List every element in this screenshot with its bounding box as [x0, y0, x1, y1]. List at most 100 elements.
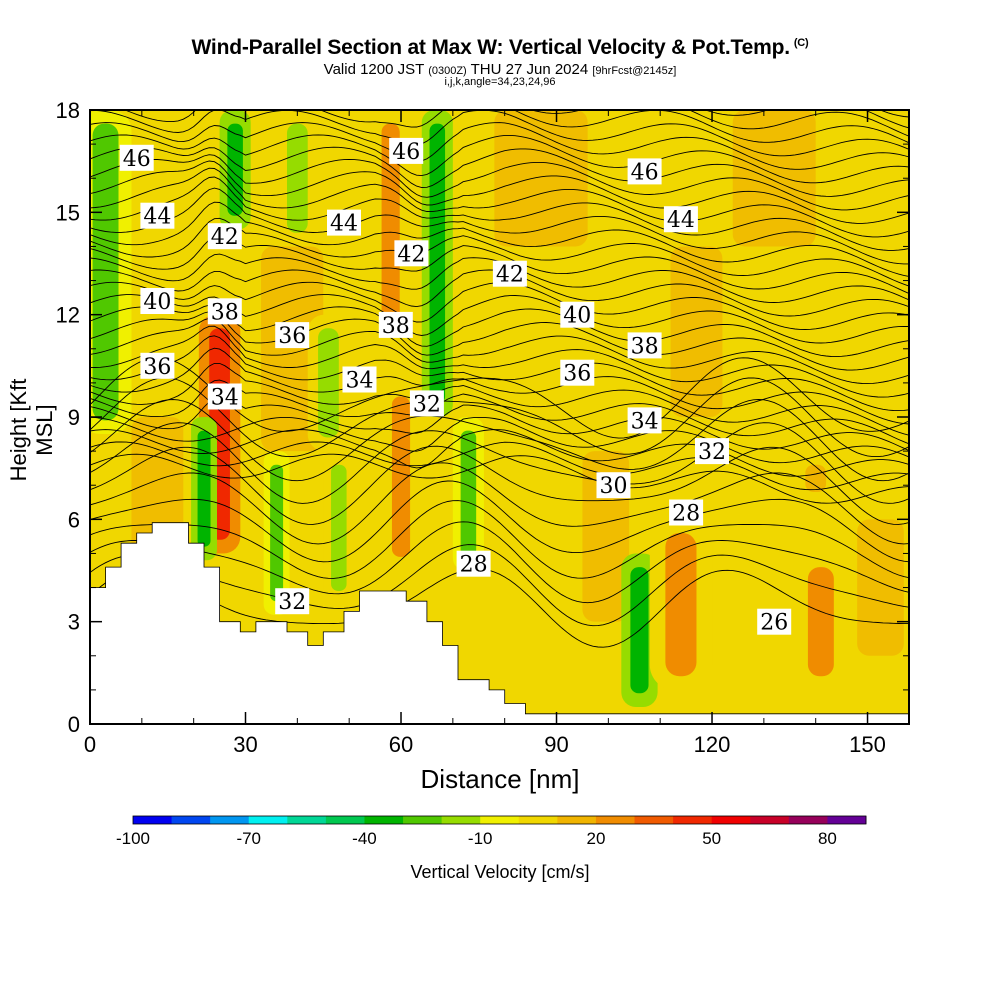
- w-column-core: [197, 430, 211, 547]
- contour-label-36: 36: [275, 322, 310, 349]
- contour-label-40: 40: [140, 288, 175, 315]
- contour-label-box: [207, 223, 242, 250]
- isentrope: [90, 167, 909, 238]
- colorbar-label: Vertical Velocity [cm/s]: [410, 862, 590, 882]
- contour-label-box: [627, 332, 662, 359]
- contour-label-box: [663, 206, 698, 233]
- terrain-mask: [90, 522, 909, 724]
- contour-label-box: [560, 301, 595, 328]
- contour-label-text: 36: [563, 362, 591, 387]
- contour-label-32: 32: [409, 390, 444, 417]
- contour-label-box: [207, 298, 242, 325]
- isentrope: [90, 335, 909, 412]
- contour-label-40: 40: [560, 301, 595, 329]
- contour-label-34: 34: [342, 366, 377, 394]
- contour-label-32: 32: [695, 438, 729, 465]
- isentrope: [90, 445, 909, 525]
- w-column-core: [270, 464, 284, 602]
- contour-label-box: [140, 288, 175, 314]
- isentrope: [90, 187, 909, 265]
- w-column-core: [331, 464, 347, 591]
- contour-label-box: [492, 260, 527, 287]
- y-axis-label: Height [Kft MSL]: [6, 378, 57, 482]
- contour-label-box: [378, 311, 413, 338]
- y-tick-label: 18: [56, 98, 80, 123]
- w-column-core: [460, 430, 477, 557]
- contour-label-box: [695, 438, 729, 465]
- contour-label-text: 46: [631, 160, 659, 185]
- w-column-halo: [805, 464, 827, 493]
- isentrope: [90, 325, 909, 398]
- colorbar-swatch: [210, 816, 250, 824]
- isentrope: [90, 134, 909, 184]
- isentrope: [90, 29, 909, 104]
- colorbar-frame: [132, 815, 867, 825]
- contour-label-42: 42: [492, 260, 527, 288]
- isentrope: [90, 568, 909, 648]
- isentrope: [878, 110, 909, 118]
- x-tick-label: 60: [389, 732, 413, 757]
- contour-label-text: 42: [397, 242, 425, 267]
- chart-subtitle: Valid 1200 JST (0300Z) THU 27 Jun 2024 […: [323, 61, 677, 78]
- contour-label-text: 42: [211, 225, 239, 250]
- isentrope: [90, 362, 909, 436]
- contour-label-text: 26: [760, 611, 788, 636]
- contour-label-box: [207, 383, 242, 410]
- contour-label-box: [342, 366, 377, 393]
- contour-labels: 26 28 28 30 32 32 32 34 34 34 36 36 36 38 38 38 40 40 42 42…: [119, 137, 792, 636]
- isentrope: [90, 347, 909, 425]
- isentrope: [90, 379, 909, 445]
- w-field-mild-ascent: [670, 246, 723, 417]
- contour-label-box: [757, 608, 792, 635]
- contour-label-text: 38: [211, 300, 239, 325]
- contour-label-text: 42: [496, 263, 524, 288]
- contour-label-38: 38: [378, 311, 413, 339]
- isentrope: [90, 110, 909, 157]
- isentrope: [90, 217, 909, 287]
- colorbar-swatch: [325, 816, 365, 824]
- contour-label-text: 34: [211, 386, 239, 411]
- contour-label-text: 44: [330, 212, 358, 237]
- w-column-core: [92, 123, 119, 421]
- colorbar-swatch: [518, 816, 558, 824]
- contour-label-44: 44: [663, 206, 698, 233]
- isentrope: [90, 399, 909, 482]
- w-column-core: [286, 123, 308, 233]
- contour-label-box: [140, 352, 175, 379]
- y-tick-label: 3: [68, 610, 80, 635]
- contour-label-text: 36: [143, 355, 171, 380]
- x-tick-label: 0: [84, 732, 96, 757]
- contour-label-38: 38: [207, 298, 242, 325]
- chart-title: Wind-Parallel Section at Max W: Vertical…: [191, 36, 809, 59]
- colorbar-tick-label: 80: [818, 829, 837, 848]
- contour-label-text: 46: [392, 140, 420, 165]
- contour-label-32: 32: [275, 588, 310, 615]
- contour-label-box: [560, 359, 595, 386]
- contour-label-box: [627, 158, 662, 185]
- contour-label-box: [627, 407, 662, 434]
- y-tick-label: 15: [56, 200, 80, 225]
- contour-label-44: 44: [327, 209, 361, 237]
- contour-label-26: 26: [757, 608, 792, 636]
- contour-label-text: 44: [667, 208, 695, 233]
- contour-label-box: [669, 499, 704, 526]
- x-tick-label: 90: [544, 732, 568, 757]
- x-tick-label: 30: [233, 732, 257, 757]
- contour-label-box: [456, 550, 491, 577]
- isentrope: [90, 544, 909, 627]
- colorbar-swatch: [750, 816, 790, 824]
- colorbar-swatch: [711, 816, 751, 824]
- contour-label-text: 32: [413, 392, 441, 417]
- w-column-core: [807, 567, 834, 677]
- colorbar-tick-label: 20: [586, 829, 605, 848]
- w-field-mild-ascent: [857, 519, 904, 656]
- isentrope: [90, 453, 909, 504]
- contour-label-box: [119, 144, 154, 171]
- y-tick-label: 12: [56, 303, 80, 328]
- contour-label-box: [596, 472, 631, 499]
- x-axis-label: Distance [nm]: [420, 764, 580, 794]
- contour-label-36: 36: [560, 359, 595, 387]
- colorbar-tick-label: -10: [468, 829, 493, 848]
